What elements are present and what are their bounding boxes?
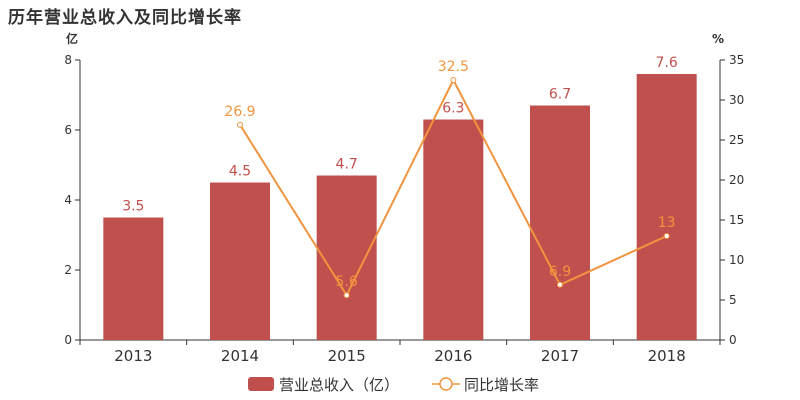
line-series <box>237 77 670 299</box>
bar <box>423 119 484 340</box>
bar-labels: 3.5 4.5 4.7 6.3 6.7 7.6 <box>122 55 678 215</box>
y-right-tick-label: 20 <box>729 173 744 187</box>
y-axis-left-unit: 亿 <box>66 31 78 46</box>
growth-point <box>343 292 350 299</box>
bars <box>103 74 697 340</box>
chart-title: 历年营业总收入及同比增长率 <box>8 8 242 28</box>
legend: 营业总收入（亿） 同比增长率 <box>248 376 539 394</box>
x-tick-label: 2015 <box>328 347 366 365</box>
bar <box>530 105 590 340</box>
y-right-tick-label: 0 <box>729 333 737 347</box>
growth-value-label: 13 <box>658 215 676 231</box>
growth-point <box>557 281 563 288</box>
x-tick-label: 2017 <box>541 347 579 365</box>
bar <box>210 182 270 340</box>
bar-value-label: 7.6 <box>656 55 678 71</box>
legend-bar-label: 营业总收入（亿） <box>279 376 399 394</box>
bar-value-label: 6.3 <box>442 101 464 117</box>
legend-bar-swatch <box>248 377 274 391</box>
y-right-tick-label: 15 <box>729 213 744 227</box>
growth-point <box>450 77 457 83</box>
growth-value-label: 26.9 <box>224 104 255 120</box>
y-right-tick-label: 25 <box>729 133 744 147</box>
growth-value-label: 6.9 <box>549 264 571 280</box>
bar-value-label: 3.5 <box>122 199 144 215</box>
legend-line-label: 同比增长率 <box>464 376 539 394</box>
growth-value-label: 5.6 <box>336 274 358 290</box>
x-tick-label: 2013 <box>114 347 152 365</box>
bar <box>316 175 377 340</box>
growth-point <box>663 233 670 239</box>
y-left-tick-label: 6 <box>64 123 72 137</box>
y-left-tick-label: 4 <box>64 193 72 207</box>
y-left-tick-label: 0 <box>64 333 72 347</box>
y-right-tick-label: 30 <box>729 93 744 107</box>
growth-point <box>237 121 243 128</box>
y-left-tick-label: 8 <box>64 53 72 67</box>
y-left-tick-label: 2 <box>64 263 72 277</box>
bar-value-label: 6.7 <box>549 87 571 103</box>
bar <box>636 74 697 340</box>
x-tick-label: 2014 <box>221 347 259 365</box>
x-tick-label: 2018 <box>648 347 686 365</box>
bar-value-label: 4.5 <box>229 164 251 180</box>
y-right-tick-label: 35 <box>729 53 744 67</box>
y-right-tick-label: 10 <box>729 253 744 267</box>
bar-value-label: 4.7 <box>336 157 358 173</box>
x-tick-label: 2016 <box>434 347 472 365</box>
legend-line-marker <box>439 377 453 391</box>
y-right-tick-label: 5 <box>729 293 737 307</box>
growth-value-label: 32.5 <box>438 59 469 75</box>
y-axis-right-unit: % <box>712 32 724 46</box>
bar <box>103 217 164 340</box>
axes: 亿 0 2 4 6 8% 0 5 10 15 20 25 30 35 2013 2014 2015 2016 201… <box>64 31 744 365</box>
line-labels: 26.9 5.6 32.5 6.9 13 <box>224 59 675 290</box>
